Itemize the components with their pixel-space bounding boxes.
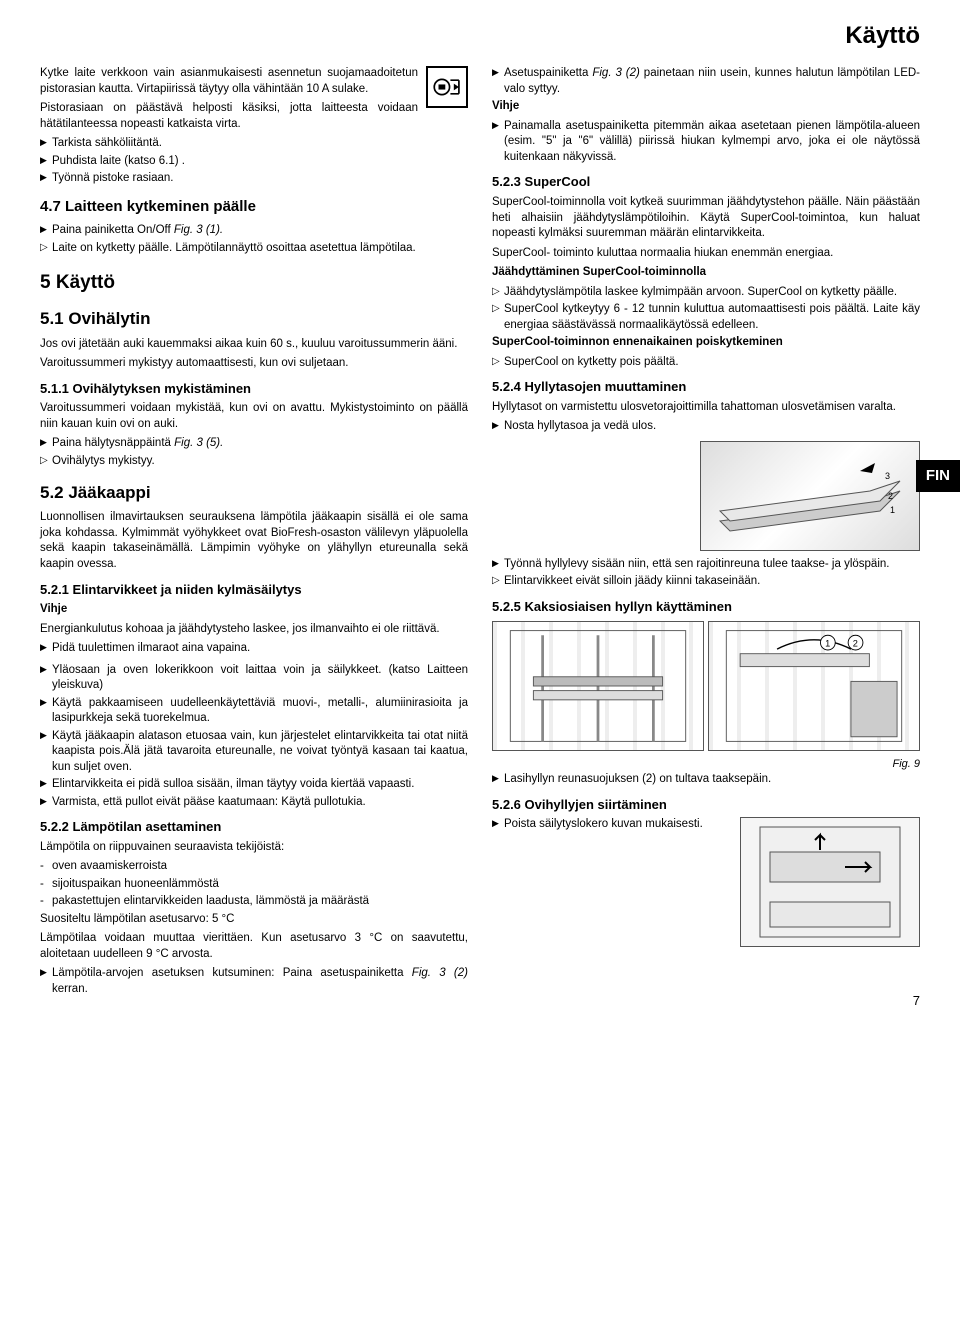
intro-bullet: Työnnä pistoke rasiaan. (52, 171, 468, 187)
section-5-1-1-title: 5.1.1 Ovihälytyksen mykistäminen (40, 380, 468, 398)
s524-b1: Nosta hyllytasoa ja vedä ulos. (504, 419, 920, 435)
section-5-2-5-title: 5.2.5 Kaksiosiaisen hyllyn käyttäminen (492, 598, 920, 616)
s51-p2: Varoitussummeri mykistyy automaattisesti… (40, 356, 468, 372)
s521-list: Yläosaan ja oven lokerikkoon voit laitta… (52, 663, 468, 694)
intro-text-2: Pistorasiaan on päästävä helposti käsiks… (40, 101, 468, 132)
s521-list: Käytä pakkaamiseen uudelleenkäytettäviä … (52, 696, 468, 727)
language-tab-fin: FIN (916, 460, 960, 492)
s47-result: Laite on kytketty päälle. Lämpötilannäyt… (52, 241, 468, 257)
s521-list: Varmista, että pullot eivät pääse kaatum… (52, 795, 468, 811)
section-5-2-2-title: 5.2.2 Lämpötilan asettaminen (40, 818, 468, 836)
vihje-label: Vihje (40, 602, 468, 618)
section-4-7-title: 4.7 Laitteen kytkeminen päälle (40, 197, 468, 217)
section-5-2-1-title: 5.2.1 Elintarvikkeet ja niiden kylmäsäil… (40, 581, 468, 599)
s522-p2: Suositeltu lämpötilan asetusarvo: 5 °C (40, 912, 468, 928)
s521-p1: Energiankulutus kohoaa ja jäähdytysteho … (40, 622, 468, 638)
section-5-title: 5 Käyttö (40, 270, 468, 296)
page-number: 7 (913, 992, 920, 1010)
svg-text:3: 3 (885, 471, 890, 481)
s523-h2: SuperCool-toiminnon ennenaikainen poisky… (492, 335, 920, 351)
s524-p1: Hyllytasot on varmistettu ulosvetorajoit… (492, 400, 920, 416)
figure-9-caption: Fig. 9 (492, 757, 920, 772)
s524-b2: Työnnä hyllylevy sisään niin, että sen r… (504, 557, 920, 573)
svg-text:2: 2 (888, 491, 893, 501)
s521-list: Elintarvikkeita ei pidä sulloa sisään, i… (52, 777, 468, 793)
s51-p1: Jos ovi jätetään auki kauemmaksi aikaa k… (40, 337, 468, 353)
vihje-bullet: Painamalla asetuspainiketta pitemmän aik… (504, 119, 920, 166)
section-5-2-3-title: 5.2.3 SuperCool (492, 173, 920, 191)
s522-dash: pakastettujen elintarvikkeiden laadusta,… (52, 894, 468, 910)
section-5-2-6-title: 5.2.6 Ovihyllyjen siirtäminen (492, 796, 920, 814)
section-5-1-title: 5.1 Ovihälytin (40, 308, 468, 331)
figure-shelf-adjust: 3 2 1 (700, 441, 920, 551)
s522-dash: oven avaamiskerroista (52, 859, 468, 875)
figure-two-part-shelf: 1 2 (492, 621, 920, 751)
s522-dash: sijoituspaikan huoneenlämmöstä (52, 877, 468, 893)
s52-p1: Luonnollisen ilmavirtauksen seurauksena … (40, 510, 468, 572)
s523-p1: SuperCool-toiminnolla voit kytkeä suurim… (492, 195, 920, 242)
left-column: Kytke laite verkkoon vain asianmukaisest… (40, 66, 468, 999)
svg-text:1: 1 (890, 505, 895, 515)
s522-p3: Lämpötilaa voidaan muuttaa vierittäen. K… (40, 931, 468, 962)
section-5-2-title: 5.2 Jääkaappi (40, 482, 468, 505)
intro-text-1: Kytke laite verkkoon vain asianmukaisest… (40, 66, 468, 97)
s521-list: Käytä jääkaapin alatason etuosaa vain, k… (52, 729, 468, 776)
section-5-2-4-title: 5.2.4 Hyllytasojen muuttaminen (492, 378, 920, 396)
intro-bullet: Tarkista sähköliitäntä. (52, 136, 468, 152)
s511-p1: Varoitussummeri voidaan mykistää, kun ov… (40, 401, 468, 432)
plug-icon (426, 66, 468, 108)
figure-door-shelf (740, 817, 920, 947)
s521-b1: Pidä tuulettimen ilmaraot aina vapaina. (52, 641, 468, 657)
s522-b1: Lämpötila-arvojen asetuksen kutsuminen: … (52, 966, 468, 997)
s522-p1: Lämpötila on riippuvainen seuraavista te… (40, 840, 468, 856)
s523-p2: SuperCool- toiminto kuluttaa normaalia h… (492, 246, 920, 262)
s511-b1: Paina hälytysnäppäintä Fig. 3 (5). (52, 436, 468, 452)
vihje-label: Vihje (492, 99, 920, 115)
s524-b3: Elintarvikkeet eivät silloin jäädy kiinn… (504, 574, 920, 590)
s525-b1: Lasihyllyn reunasuojuksen (2) on tultava… (504, 772, 920, 788)
svg-text:1: 1 (825, 639, 830, 649)
right-column: Asetuspainiketta Fig. 3 (2) painetaan ni… (492, 66, 920, 999)
s523-b3: SuperCool on kytketty pois päältä. (504, 355, 920, 371)
s523-b1: Jäähdytyslämpötila laskee kylmimpään arv… (504, 285, 920, 301)
right-top-bullet: Asetuspainiketta Fig. 3 (2) painetaan ni… (504, 66, 920, 97)
intro-bullet: Puhdista laite (katso 6.1) . (52, 154, 468, 170)
s526-b1: Poista säilytyslokero kuvan mukaisesti. (504, 817, 730, 833)
s511-b2: Ovihälytys mykistyy. (52, 454, 468, 470)
s523-b2: SuperCool kytkeytyy 6 - 12 tunnin kulutt… (504, 302, 920, 333)
page-title: Käyttö (40, 20, 920, 52)
s47-bullet: Paina painiketta On/Off Fig. 3 (1). (52, 223, 468, 239)
s523-h1: Jäähdyttäminen SuperCool-toiminnolla (492, 265, 920, 281)
svg-text:2: 2 (853, 639, 858, 649)
